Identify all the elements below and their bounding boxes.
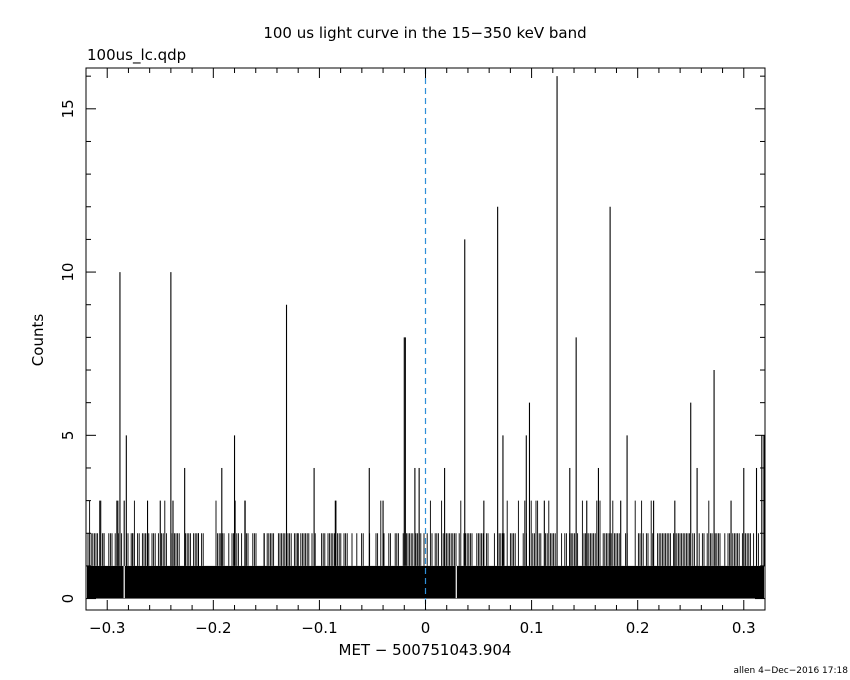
y-tick-label: 15 [59, 99, 77, 118]
x-tick-label: 0 [421, 619, 431, 637]
plot-footer: allen 4−Dec−2016 17:18 [733, 666, 848, 676]
plot-area: −0.3 −0.2 −0.1 0 0.1 0.2 0.3 0 5 10 15 [59, 67, 766, 637]
x-tick-label: −0.3 [89, 619, 125, 637]
x-tick-label: −0.2 [195, 619, 231, 637]
x-tick-label: 0.1 [520, 619, 544, 637]
y-tick-label: 0 [59, 594, 77, 604]
chart-title: 100 us light curve in the 15−350 keV ban… [263, 24, 586, 42]
y-tick-label: 5 [59, 431, 77, 441]
chart-subtitle: 100us_lc.qdp [87, 46, 186, 65]
x-tick-label: 0.3 [732, 619, 756, 637]
y-axis-label: Counts [29, 314, 47, 367]
y-tick-label: 10 [59, 263, 77, 282]
x-tick-label: 0.2 [626, 619, 650, 637]
x-axis-label: MET − 500751043.904 [339, 641, 512, 659]
x-tick-label: −0.1 [301, 619, 337, 637]
background-count-bins [87, 500, 759, 566]
